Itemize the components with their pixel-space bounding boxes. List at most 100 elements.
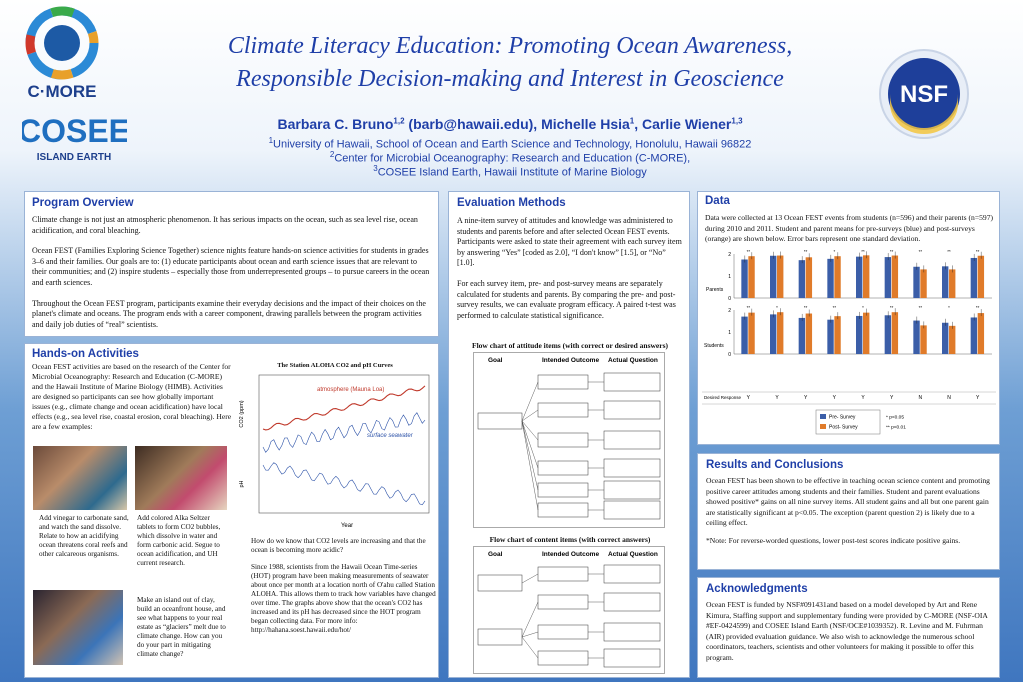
tick-label-students: 2 bbox=[728, 308, 731, 314]
evaluation-panel: Evaluation Methods A nine-item survey of… bbox=[448, 191, 690, 678]
bar-students-pre bbox=[942, 322, 949, 354]
aloha-chart: The Station ALOHA CO2 and pH Curves atmo… bbox=[237, 362, 433, 532]
significance-marker: * bbox=[948, 305, 950, 310]
flow-question-box bbox=[603, 500, 661, 520]
author-2-sup: 1 bbox=[629, 116, 635, 126]
bar-students-pre bbox=[798, 317, 806, 354]
cmore-logo-icon: C·MORE bbox=[25, 6, 99, 101]
significance-marker: ** bbox=[890, 305, 894, 310]
row-label-students: Students bbox=[704, 343, 724, 349]
flow-connector bbox=[521, 420, 539, 441]
affil-3-sup: 3 bbox=[373, 164, 378, 173]
aloha-label-atmosphere: atmosphere (Mauna Loa) bbox=[317, 387, 384, 393]
caption-vinegar: Add vinegar to carbonate sand, and watch… bbox=[39, 514, 129, 558]
bar-students-pre bbox=[884, 315, 892, 354]
author-1-sup: 1,2 bbox=[393, 116, 405, 126]
bar-students-post bbox=[891, 312, 899, 354]
bar-students-post bbox=[920, 325, 927, 354]
photo-clay-island-activity bbox=[33, 590, 123, 665]
desired-response-value: Y bbox=[833, 395, 837, 401]
data-panel: Data Data were collected at 13 Ocean FES… bbox=[697, 191, 1000, 445]
significance-marker: ** bbox=[947, 249, 951, 254]
affiliation-1: 1University of Hawaii, School of Ocean a… bbox=[150, 136, 870, 151]
flow-outcome-box bbox=[537, 432, 589, 448]
author-3: Carlie Wiener bbox=[642, 116, 732, 132]
significance-marker: ** bbox=[890, 249, 894, 254]
flow-connector bbox=[521, 420, 539, 469]
survey-bar-chart: Parents Students Desired Response 012** *… bbox=[702, 249, 996, 435]
flow-question-box bbox=[603, 592, 661, 612]
program-overview-body: Climate change is not just an atmospheri… bbox=[32, 215, 431, 330]
flow1-header-outcome: Intended Outcome bbox=[542, 357, 599, 364]
flow-outcome-box bbox=[537, 482, 589, 498]
flow-question-box bbox=[603, 458, 661, 478]
poster-title: Climate Literacy Education: Promoting Oc… bbox=[150, 30, 870, 96]
title-line-2: Responsible Decision-making and Interest… bbox=[236, 66, 784, 92]
bar-parents-pre bbox=[913, 266, 920, 298]
flow-outcome-box bbox=[537, 502, 589, 518]
bar-students-post bbox=[977, 313, 985, 354]
desired-response-value: Y bbox=[976, 395, 980, 401]
significance-marker: ** bbox=[976, 249, 980, 254]
bar-parents-post bbox=[920, 269, 927, 298]
affil-2-text: Center for Microbial Oceanography: Resea… bbox=[334, 152, 691, 165]
legend-pre-label: Pre- Survey bbox=[829, 415, 856, 421]
title-line-1: Climate Literacy Education: Promoting Oc… bbox=[227, 33, 793, 59]
flow-connector bbox=[521, 573, 539, 584]
flow-connector bbox=[521, 601, 539, 638]
evaluation-body: A nine-item survey of attitudes and know… bbox=[457, 216, 683, 331]
flow-chart-1-caption: Flow chart of attitude items (with corre… bbox=[472, 341, 668, 350]
atmosphere-co2-line bbox=[262, 385, 426, 431]
flow-question-box bbox=[603, 400, 661, 420]
svg-text:NSF: NSF bbox=[900, 81, 948, 108]
flow-goal-box bbox=[477, 628, 523, 646]
bar-students-pre bbox=[827, 319, 834, 354]
bar-students-post bbox=[949, 325, 956, 354]
program-overview-p3: Throughout the Ocean FEST program, parti… bbox=[32, 298, 426, 329]
legend-pre-swatch bbox=[820, 414, 826, 419]
flow-outcome-box bbox=[537, 402, 589, 418]
bar-parents-pre bbox=[770, 255, 777, 298]
significance-marker: ** bbox=[861, 249, 865, 254]
bar-parents-pre bbox=[884, 257, 892, 298]
bar-students-post bbox=[863, 312, 870, 354]
desired-response-value: Y bbox=[747, 395, 751, 401]
seawater-co2-line bbox=[262, 412, 426, 453]
affiliation-3: 3COSEE Island Earth, Hawaii Institute of… bbox=[150, 164, 870, 179]
results-p2: *Note: For reverse-worded questions, low… bbox=[706, 535, 961, 545]
affiliation-2: 2Center for Microbial Oceanography: Rese… bbox=[150, 150, 870, 165]
flow-question-box bbox=[603, 564, 661, 584]
desired-response-value: Y bbox=[804, 395, 808, 401]
aloha-question: How do we know that CO2 levels are incre… bbox=[251, 537, 426, 554]
bar-parents-pre bbox=[856, 256, 863, 298]
flow-outcome-box bbox=[537, 566, 589, 582]
results-panel: Results and Conclusions Ocean FEST has b… bbox=[697, 453, 1000, 570]
hands-on-title: Hands-on Activities bbox=[32, 348, 139, 360]
tick-label-parents: 0 bbox=[728, 296, 731, 302]
caption-clay-island: Make an island out of clay, build an oce… bbox=[137, 596, 226, 658]
sig-level-1: * p<0.05 bbox=[886, 415, 904, 421]
program-overview-p1: Climate change is not just an atmospheri… bbox=[32, 215, 418, 235]
results-body: Ocean FEST has been shown to be effectiv… bbox=[706, 476, 991, 546]
flow-goal-box bbox=[477, 574, 523, 592]
author-3-sup: 1,3 bbox=[731, 116, 743, 126]
aloha-y-label-ph: pH bbox=[239, 480, 245, 487]
results-title: Results and Conclusions bbox=[706, 459, 844, 471]
aloha-chart-title: The Station ALOHA CO2 and pH Curves bbox=[277, 362, 393, 369]
significance-marker: ** bbox=[919, 305, 923, 310]
flow2-boxes bbox=[477, 564, 661, 668]
bar-parents-pre bbox=[741, 259, 748, 298]
svg-text:C·MORE: C·MORE bbox=[28, 82, 97, 101]
data-description: Data were collected at 13 Ocean FEST eve… bbox=[705, 213, 994, 243]
svg-text:COSEE: COSEE bbox=[22, 113, 127, 149]
aloha-chart-svg: atmosphere (Mauna Loa) surface seawater … bbox=[239, 374, 430, 529]
row-label-parents: Parents bbox=[706, 287, 724, 293]
flow-outcome-box bbox=[537, 624, 589, 640]
bar-students-pre bbox=[770, 314, 777, 354]
survey-bars: 012** ** * ** ** ** ** **012** * ** ** * ** ** * **Y Y Y Y… bbox=[702, 249, 996, 405]
aloha-label-seawater: surface seawater bbox=[367, 433, 414, 439]
significance-marker: ** bbox=[833, 305, 837, 310]
desired-response-label: Desired Response bbox=[704, 395, 742, 400]
acknowledgments-panel: Acknowledgments Ocean FEST is funded by … bbox=[697, 577, 1000, 678]
results-p1: Ocean FEST has been shown to be effectiv… bbox=[706, 476, 990, 527]
